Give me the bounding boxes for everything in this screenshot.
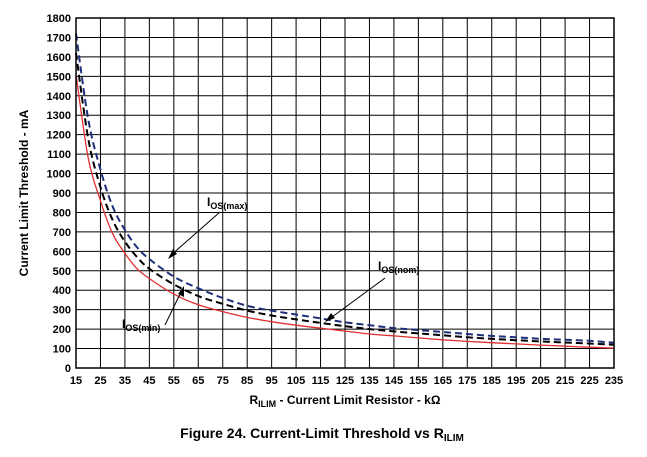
figure-caption: Figure 24. Current-Limit Threshold vs RI… — [180, 425, 464, 444]
x-tick-labels: 15 25 35 45 55 65 75 85 95 105 115 125 135 145 155 165 1… — [70, 375, 623, 387]
x-tick-label: 45 — [143, 375, 155, 387]
x-tick-label: 225 — [580, 375, 598, 387]
x-tick-label: 55 — [168, 375, 180, 387]
y-tick-label: 1800 — [47, 13, 71, 25]
annotation-ios-max: IOS(max) — [168, 195, 247, 259]
x-tick-label: 15 — [70, 375, 82, 387]
series-lines — [75, 33, 615, 349]
svg-text:IOS(max): IOS(max) — [207, 195, 247, 211]
x-tick-label: 175 — [458, 375, 476, 387]
y-tick-label: 1200 — [47, 130, 71, 142]
x-tick-label: 125 — [336, 375, 354, 387]
x-tick-label: 215 — [556, 375, 574, 387]
y-tick-label: 700 — [53, 227, 71, 239]
x-tick-label: 195 — [507, 375, 525, 387]
svg-text:IOS(min): IOS(min) — [122, 317, 160, 333]
y-tick-label: 300 — [53, 305, 71, 317]
x-tick-label: 135 — [360, 375, 378, 387]
x-tick-label: 205 — [531, 375, 549, 387]
y-tick-label: 1500 — [47, 71, 71, 83]
x-tick-label: 155 — [409, 375, 427, 387]
svg-text:IOS(nom): IOS(nom) — [378, 259, 419, 275]
y-tick-label: 1600 — [47, 52, 71, 64]
grid — [75, 17, 615, 369]
y-tick-label: 1400 — [47, 91, 71, 103]
y-axis-title: Current Limit Threshold - mA — [17, 109, 31, 276]
y-tick-label: 200 — [53, 324, 71, 336]
x-tick-label: 85 — [241, 375, 253, 387]
x-tick-label: 65 — [192, 375, 204, 387]
x-tick-label: 115 — [312, 375, 330, 387]
y-tick-labels: 0 100 200 300 400 500 600 700 800 900 1000 1100 1200… — [47, 13, 71, 375]
y-tick-label: 1300 — [47, 110, 71, 122]
y-tick-label: 1000 — [47, 169, 71, 181]
x-tick-label: 35 — [119, 375, 131, 387]
x-tick-label: 105 — [287, 375, 305, 387]
plot-frame — [75, 17, 615, 369]
x-tick-label: 75 — [217, 375, 229, 387]
x-tick-label: 25 — [94, 375, 106, 387]
y-tick-label: 800 — [53, 207, 71, 219]
x-tick-label: 145 — [385, 375, 403, 387]
x-tick-label: 95 — [266, 375, 278, 387]
y-tick-label: 100 — [53, 344, 71, 356]
y-tick-label: 1700 — [47, 32, 71, 44]
series-line-ios-nom — [75, 52, 615, 346]
y-tick-label: 900 — [53, 188, 71, 200]
x-axis-title: RILIM - Current Limit Resistor - kΩ — [250, 393, 441, 409]
series-line-ios-min — [75, 74, 615, 349]
y-tick-label: 0 — [65, 363, 71, 375]
series-line-ios-max — [75, 33, 615, 344]
annotation-ios-nom: IOS(nom) — [325, 259, 419, 322]
x-tick-label: 165 — [434, 375, 452, 387]
annotation-ios-min: IOS(min) — [122, 286, 184, 333]
y-tick-label: 1100 — [47, 149, 71, 161]
x-tick-label: 235 — [605, 375, 623, 387]
y-tick-label: 500 — [53, 266, 71, 278]
y-tick-label: 400 — [53, 285, 71, 297]
x-tick-label: 185 — [483, 375, 501, 387]
y-tick-label: 600 — [53, 246, 71, 258]
